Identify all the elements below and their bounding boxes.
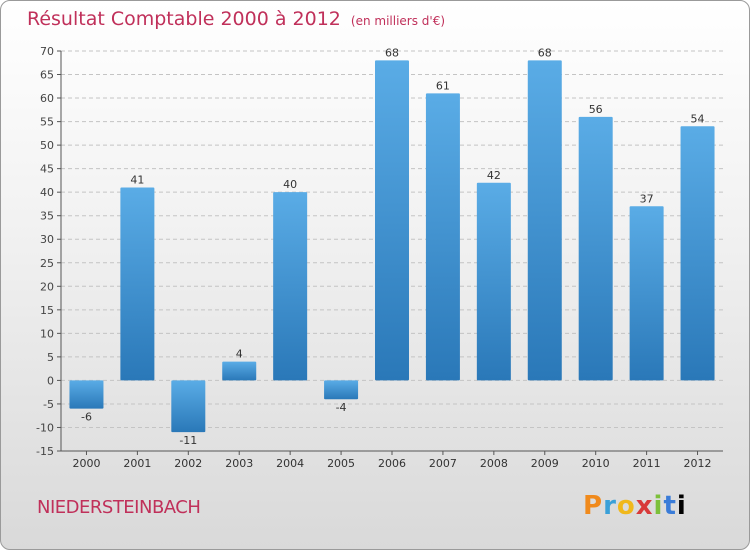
y-tick-label: 0 [47,374,54,387]
y-tick-label: 65 [40,69,54,82]
bar-2012 [680,126,715,381]
value-label: 40 [283,178,297,191]
logo-letter: i [676,491,687,521]
x-tick-label: 2004 [276,457,304,470]
value-label: -11 [179,434,197,447]
x-tick-label: 2012 [684,457,712,470]
y-tick-label: 55 [40,116,54,129]
y-tick-label: 45 [40,163,54,176]
logo-letter: x [635,491,654,521]
bar-2008 [476,182,511,381]
logo-letter: t [663,491,677,521]
logo-letter: o [616,491,636,521]
x-tick-label: 2009 [531,457,559,470]
y-tick-label: 15 [40,304,54,317]
chart-subtitle: (en milliers d'€) [350,14,446,28]
y-tick-label: 40 [40,186,54,199]
bar-2002 [171,380,206,433]
x-tick-label: 2002 [174,457,202,470]
bar-2004 [273,192,308,381]
bar-2001 [120,187,155,381]
commune-name: NIEDERSTEINBACH [37,497,201,518]
value-label: 4 [236,348,243,361]
x-tick-label: 2003 [225,457,253,470]
x-tick-label: 2005 [327,457,355,470]
x-tick-label: 2008 [480,457,508,470]
bar-2007 [425,93,460,381]
y-tick-label: 25 [40,257,54,270]
value-label: 54 [691,112,705,125]
bar-2011 [629,206,664,381]
proxiti-logo: Proxiti [583,491,687,521]
bar-2009 [527,60,562,381]
value-label: 68 [538,46,552,59]
logo-letter: P [583,491,604,521]
logo-letter: i [653,491,664,521]
bar-2003 [222,361,257,381]
bar-2000 [69,380,104,409]
value-label: 61 [436,79,450,92]
chart-title: Résultat Comptable 2000 à 2012 (en millie… [27,8,445,30]
value-label: 37 [640,192,654,205]
x-tick-label: 2010 [582,457,610,470]
bar-2010 [578,116,613,381]
y-tick-label: 50 [40,139,54,152]
y-tick-label: -10 [36,421,54,434]
y-tick-label: 70 [40,45,54,58]
value-label: 56 [589,103,603,116]
y-tick-label: 5 [47,351,54,364]
x-tick-label: 2000 [72,457,100,470]
x-tick-label: 2011 [633,457,661,470]
x-tick-label: 2006 [378,457,406,470]
value-label: -6 [81,411,92,424]
value-label: 68 [385,46,399,59]
y-tick-label: 60 [40,92,54,105]
y-tick-label: -15 [36,445,54,458]
value-label: -4 [336,401,347,414]
logo-letter: r [603,491,617,521]
x-tick-label: 2001 [123,457,151,470]
bar-2006 [375,60,409,381]
y-tick-label: 30 [40,233,54,246]
chart-title-main: Résultat Comptable 2000 à 2012 [27,8,341,30]
y-tick-label: 20 [40,280,54,293]
y-tick-label: 35 [40,210,54,223]
bar-2005 [324,380,359,400]
y-tick-label: 10 [40,327,54,340]
value-label: 42 [487,169,501,182]
y-tick-label: -5 [43,398,54,411]
x-tick-label: 2007 [429,457,457,470]
value-label: 41 [130,173,144,186]
